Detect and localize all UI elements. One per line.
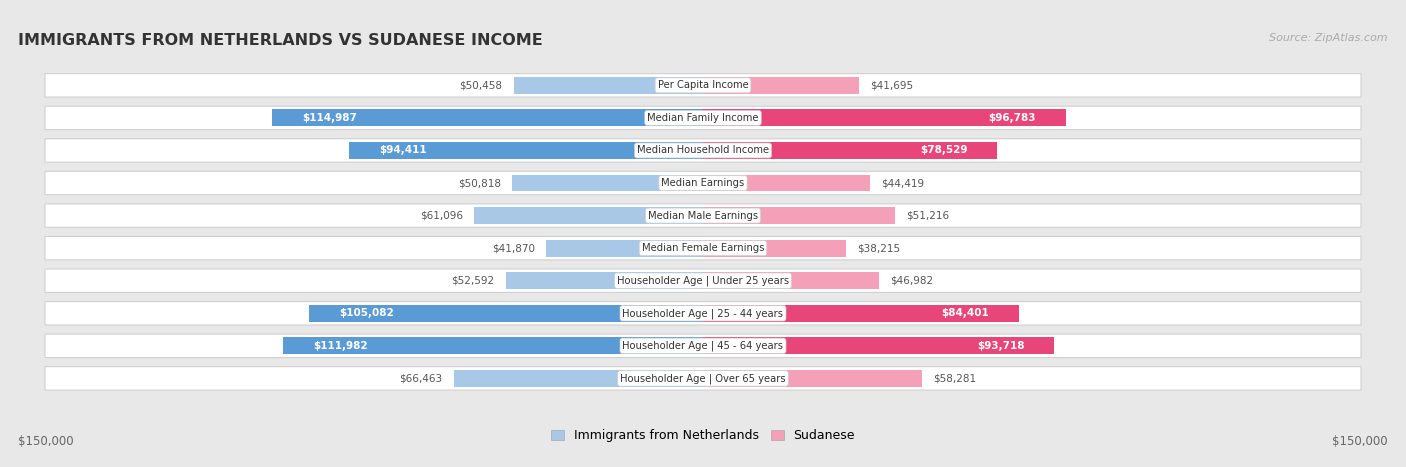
Text: Householder Age | 45 - 64 years: Householder Age | 45 - 64 years [623, 340, 783, 351]
Bar [703, 240, 846, 257]
FancyBboxPatch shape [45, 302, 1361, 325]
Bar [703, 175, 869, 191]
Text: $50,458: $50,458 [460, 80, 502, 90]
Text: $96,783: $96,783 [988, 113, 1036, 123]
Text: $46,982: $46,982 [890, 276, 934, 286]
Text: $84,401: $84,401 [942, 308, 990, 318]
FancyBboxPatch shape [45, 334, 1361, 358]
Bar [349, 142, 703, 159]
Bar [513, 77, 703, 94]
Text: $41,870: $41,870 [492, 243, 534, 253]
Text: $50,818: $50,818 [458, 178, 501, 188]
FancyBboxPatch shape [45, 236, 1361, 260]
Text: $52,592: $52,592 [451, 276, 495, 286]
FancyBboxPatch shape [45, 204, 1361, 227]
FancyBboxPatch shape [45, 269, 1361, 292]
Text: $78,529: $78,529 [920, 145, 967, 156]
FancyBboxPatch shape [45, 367, 1361, 390]
Text: $105,082: $105,082 [339, 308, 394, 318]
Text: $150,000: $150,000 [1331, 435, 1388, 448]
Text: $111,982: $111,982 [314, 341, 368, 351]
Text: $44,419: $44,419 [880, 178, 924, 188]
FancyBboxPatch shape [45, 106, 1361, 130]
Bar [309, 305, 703, 322]
Text: $58,281: $58,281 [932, 374, 976, 383]
Bar [512, 175, 703, 191]
Text: Source: ZipAtlas.com: Source: ZipAtlas.com [1270, 33, 1388, 42]
Text: Median Earnings: Median Earnings [661, 178, 745, 188]
Bar [283, 337, 703, 354]
Text: $51,216: $51,216 [907, 211, 949, 220]
Text: $150,000: $150,000 [18, 435, 75, 448]
Bar [506, 272, 703, 289]
Bar [271, 109, 703, 127]
Text: Median Male Earnings: Median Male Earnings [648, 211, 758, 220]
Text: Householder Age | 25 - 44 years: Householder Age | 25 - 44 years [623, 308, 783, 318]
Text: $93,718: $93,718 [977, 341, 1025, 351]
FancyBboxPatch shape [45, 171, 1361, 195]
Text: Median Female Earnings: Median Female Earnings [641, 243, 765, 253]
Text: Median Family Income: Median Family Income [647, 113, 759, 123]
Text: $94,411: $94,411 [380, 145, 426, 156]
Text: Householder Age | Under 25 years: Householder Age | Under 25 years [617, 276, 789, 286]
FancyBboxPatch shape [45, 139, 1361, 162]
Text: Median Household Income: Median Household Income [637, 145, 769, 156]
Bar [703, 305, 1019, 322]
Bar [703, 207, 896, 224]
Bar [703, 337, 1054, 354]
Text: $41,695: $41,695 [870, 80, 914, 90]
Text: $66,463: $66,463 [399, 374, 443, 383]
Bar [703, 272, 879, 289]
Bar [703, 109, 1066, 127]
Bar [703, 370, 921, 387]
Legend: Immigrants from Netherlands, Sudanese: Immigrants from Netherlands, Sudanese [546, 425, 860, 447]
Bar [546, 240, 703, 257]
Bar [474, 207, 703, 224]
Text: $38,215: $38,215 [858, 243, 901, 253]
Text: IMMIGRANTS FROM NETHERLANDS VS SUDANESE INCOME: IMMIGRANTS FROM NETHERLANDS VS SUDANESE … [18, 33, 543, 48]
Bar [703, 142, 997, 159]
FancyBboxPatch shape [45, 74, 1361, 97]
Text: $114,987: $114,987 [302, 113, 357, 123]
Text: $61,096: $61,096 [419, 211, 463, 220]
Bar [454, 370, 703, 387]
Text: Householder Age | Over 65 years: Householder Age | Over 65 years [620, 373, 786, 384]
Bar [703, 77, 859, 94]
Text: Per Capita Income: Per Capita Income [658, 80, 748, 90]
